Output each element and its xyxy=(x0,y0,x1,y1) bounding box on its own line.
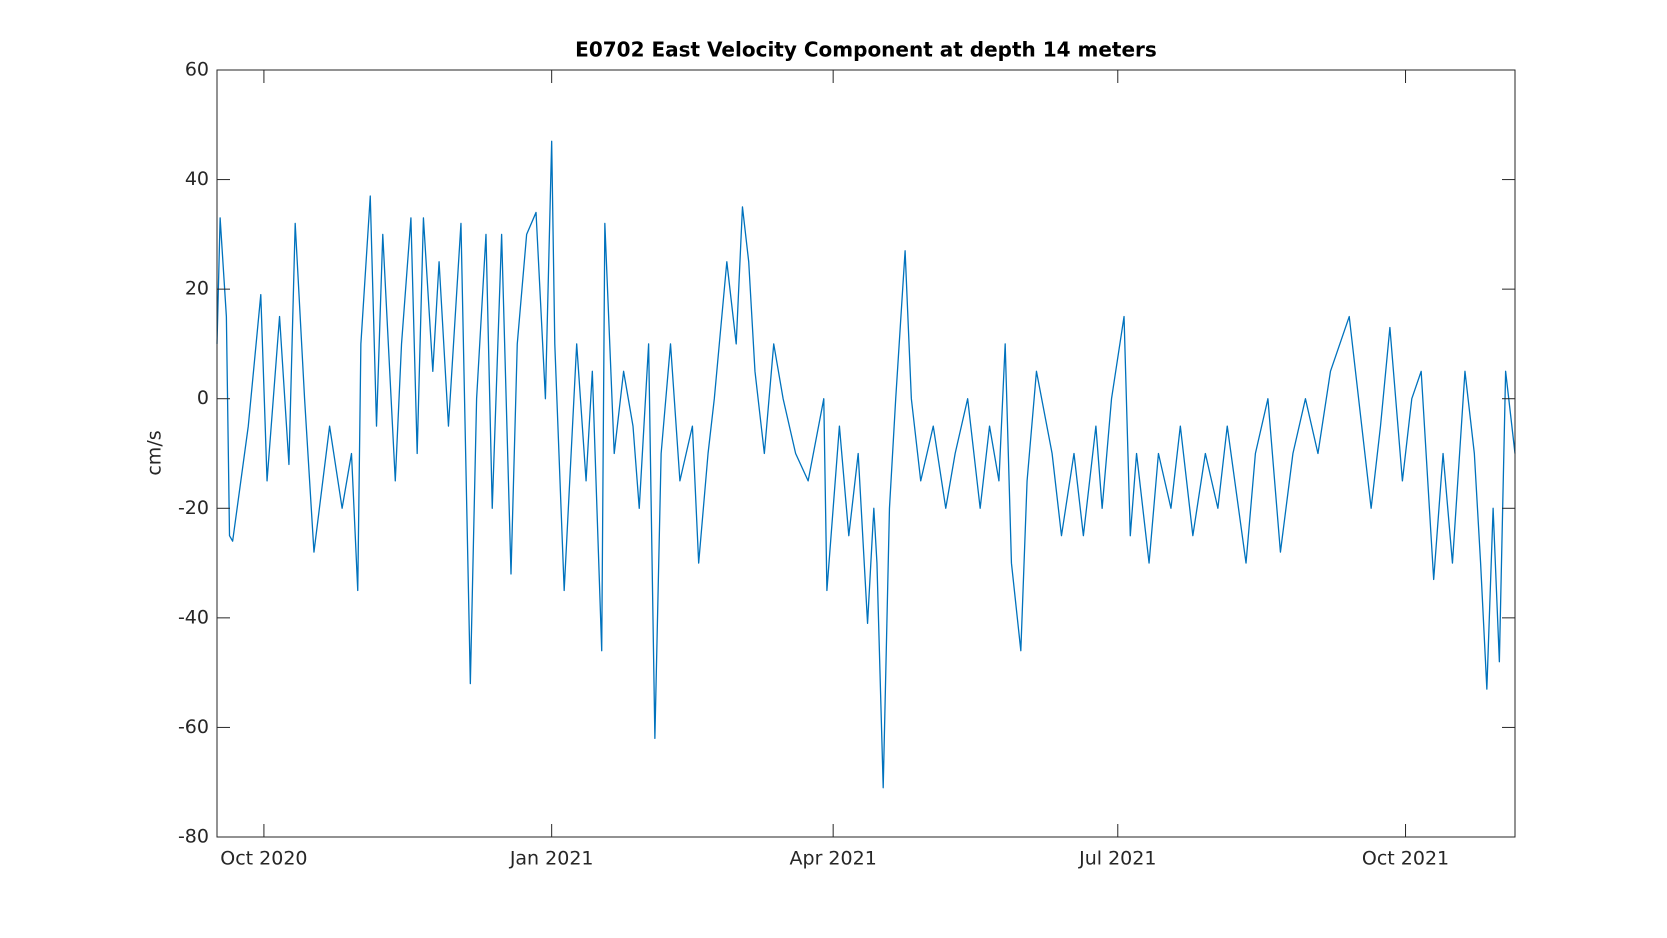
y-tick-label: -80 xyxy=(178,826,209,848)
plot-area xyxy=(217,70,1515,837)
x-tick-label: Jul 2021 xyxy=(1078,848,1156,870)
x-tick-label: Jan 2021 xyxy=(509,848,594,870)
chart-title: E0702 East Velocity Component at depth 1… xyxy=(575,38,1157,62)
y-tick-label: 20 xyxy=(185,278,209,300)
axes-box xyxy=(216,69,1516,838)
y-axis-label: cm/s xyxy=(144,430,166,475)
x-tick-label: Oct 2021 xyxy=(1362,848,1449,870)
y-tick-label: -20 xyxy=(178,497,209,519)
y-tick-label: 40 xyxy=(185,168,209,190)
x-tick-label: Apr 2021 xyxy=(790,848,877,870)
x-tick-label: Oct 2020 xyxy=(220,848,307,870)
y-tick-label: 0 xyxy=(197,387,209,409)
y-tick-label: -40 xyxy=(178,606,209,628)
y-tick-label: -60 xyxy=(178,716,209,738)
y-tick-label: 60 xyxy=(185,59,209,81)
data-line xyxy=(216,140,1516,789)
